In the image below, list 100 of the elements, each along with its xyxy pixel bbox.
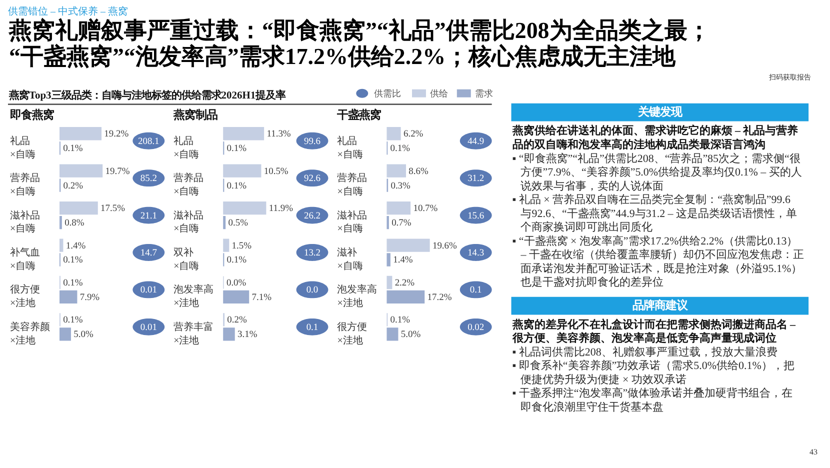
data-label: 0.0 (306, 286, 318, 296)
text: 43 (810, 447, 818, 456)
y-tick-label: 很方便 ×洼地 (337, 320, 368, 346)
y-tick-label: 滋补 ×自嗨 (337, 246, 363, 272)
text: ▪ “即食燕窝”“礼品”供需比208、“营养品”85次之；需求侧“很方便”7.9%、“美容养颜”5.0%供给提及率均仅0.1% – 买的人说效果与省事，卖的人说体面 (512, 152, 802, 192)
data-label: 0.2% (63, 181, 84, 192)
bar (60, 328, 71, 341)
data-label: 11.3% (266, 130, 291, 140)
data-label: 0.7% (392, 218, 412, 229)
data-label: 10.5% (264, 166, 288, 177)
bar (386, 276, 392, 290)
text: 关键发现 (636, 105, 683, 118)
y-tick-label: 滋补品 ×自嗨 (10, 209, 40, 235)
data-label: 0.1 (470, 286, 482, 296)
data-label: 0.1% (63, 256, 83, 266)
data-label: 2.2% (394, 278, 415, 288)
y-tick-label: 泡发率高 ×洼地 (174, 284, 214, 310)
data-label: 14.7 (140, 248, 158, 258)
text: 燕窝Top3三级品类：自嗨与洼地标签的供给需求2026H1提及率 (8, 89, 286, 102)
data-label: 44.9 (468, 136, 484, 147)
y-tick-label: 很方便 ×洼地 (10, 284, 40, 310)
bar (60, 290, 78, 304)
bar (223, 328, 235, 341)
bar (60, 127, 102, 140)
text: 燕窝礼赠叙事严重过载：“即食燕窝”“礼品”供需比208为全品类之最； “干盏燕窝”“泡发率高”需求17.2%供给2.2%；核心焦虑成无主洼地 (8, 16, 710, 69)
y-tick-label: 礼品 ×自嗨 (174, 134, 200, 160)
data-label: 0.1% (63, 316, 83, 326)
text: ▪ 即食系补“美容养颜”功效承诺（需求5.0%供给0.1%），把便捷优势升级为便捷 × 功效双承诺 (512, 359, 794, 386)
y-tick-label: 礼品 ×自嗨 (337, 134, 363, 160)
legend-label: 供需比 (374, 88, 402, 98)
data-label: 0.02 (468, 322, 484, 333)
data-label: 0.1% (390, 316, 410, 326)
chart-title: 干盏燕窝 (336, 108, 382, 122)
text: 燕窝的差异化不在礼盒设计而在把需求侧热词搬进商品名 – 很方便、美容养颜、泡发率高是低竞争高声量现成词位 (511, 318, 796, 345)
data-label: 17.5% (100, 204, 126, 214)
data-label: 0.1% (63, 144, 83, 154)
text: 供需错位 – 中式保养 – 燕窝 (8, 6, 128, 18)
data-label: 1.4% (393, 256, 413, 266)
legend-label: 供给 (430, 88, 448, 98)
bar (386, 127, 401, 140)
data-label: 0.1% (63, 278, 83, 288)
text: ▪ “干盏燕窝 × 泡发率高”需求17.2%供给2.2%（供需比0.13） – 干盏在收缩（供给覆盖率腰斩）却仍不回应泡发焦虑：正面承诺泡发并配可验证话术，既是抢注对象（外溢95.1%）也是干盏对抗即食化的差异位 (512, 234, 804, 289)
data-label: 14.3 (468, 248, 484, 258)
bar (60, 201, 98, 215)
text: ▪ 干盏系押注“泡发率高”做体验承诺并叠加硬背书组合，在即食化浪潮里守住干货基本盘 (512, 386, 793, 414)
chart-title: 即食燕窝 (10, 108, 54, 122)
y-tick-label: 礼品 ×自嗨 (10, 134, 36, 160)
bar (386, 328, 398, 341)
bar (60, 238, 64, 252)
bar (223, 201, 266, 215)
bar (60, 164, 103, 178)
data-label: 0.1 (306, 322, 318, 333)
data-label: 15.6 (468, 211, 484, 222)
y-tick-label: 滋补品 ×自嗨 (337, 209, 368, 235)
data-label: 13.2 (304, 248, 321, 258)
bar (386, 290, 425, 304)
text: ▪ 礼品 × 营养品双自嗨在三品类完全复制：“燕窝制品”99.6与92.6、“干盏燕窝”44.9与31.2 – 这是品类级话语惯性，单个商家换词即可跳出同质化 (512, 193, 798, 234)
data-label: 0.3% (390, 181, 411, 192)
data-label: 0.1% (226, 256, 247, 266)
bar (386, 253, 390, 266)
y-tick-label: 营养丰富 ×洼地 (174, 320, 214, 346)
data-label: 17.2% (427, 292, 452, 303)
data-label: 26.2 (304, 211, 321, 222)
data-label: 0.2% (227, 316, 248, 326)
bar (223, 290, 250, 304)
data-label: 3.1% (238, 330, 258, 340)
data-label: 31.2 (468, 174, 484, 184)
data-label: 0.5% (228, 218, 248, 229)
y-tick-label: 补气血 ×自嗨 (10, 246, 40, 272)
y-tick-label: 美容养颜 ×洼地 (10, 320, 50, 346)
data-label: 0.01 (140, 286, 158, 296)
bar (223, 238, 230, 252)
data-label: 208.1 (138, 136, 160, 147)
data-label: 19.6% (432, 241, 458, 252)
data-label: 0.01 (140, 322, 158, 333)
text: 品牌商建议 (632, 298, 688, 312)
data-label: 5.0% (400, 330, 421, 340)
data-label: 0.1% (226, 181, 247, 192)
text: ▪ 礼品词供需比208、礼赠叙事严重过载，投放大量浪费 (512, 345, 778, 358)
data-label: 0.1% (226, 144, 247, 154)
data-label: 1.4% (66, 241, 86, 252)
bar (386, 164, 406, 178)
data-label: 0.0% (226, 278, 246, 288)
data-label: 7.9% (80, 292, 100, 303)
y-tick-label: 营养品 ×自嗨 (174, 172, 204, 198)
data-label: 99.6 (304, 136, 321, 147)
data-label: 1.5% (232, 241, 252, 252)
bar (223, 127, 264, 140)
data-label: 0.1% (390, 144, 410, 154)
data-label: 11.9% (268, 204, 294, 214)
data-label: 92.6 (304, 174, 321, 184)
data-label: 85.2 (140, 174, 158, 184)
y-tick-label: 营养品 ×自嗨 (337, 172, 368, 198)
y-tick-label: 泡发率高 ×洼地 (337, 284, 378, 310)
bar (223, 164, 262, 178)
legend-label: 需求 (474, 88, 493, 98)
bar (386, 201, 411, 215)
data-label: 0.8% (64, 218, 84, 229)
data-label: 7.1% (252, 292, 272, 303)
data-label: 8.6% (408, 166, 428, 177)
